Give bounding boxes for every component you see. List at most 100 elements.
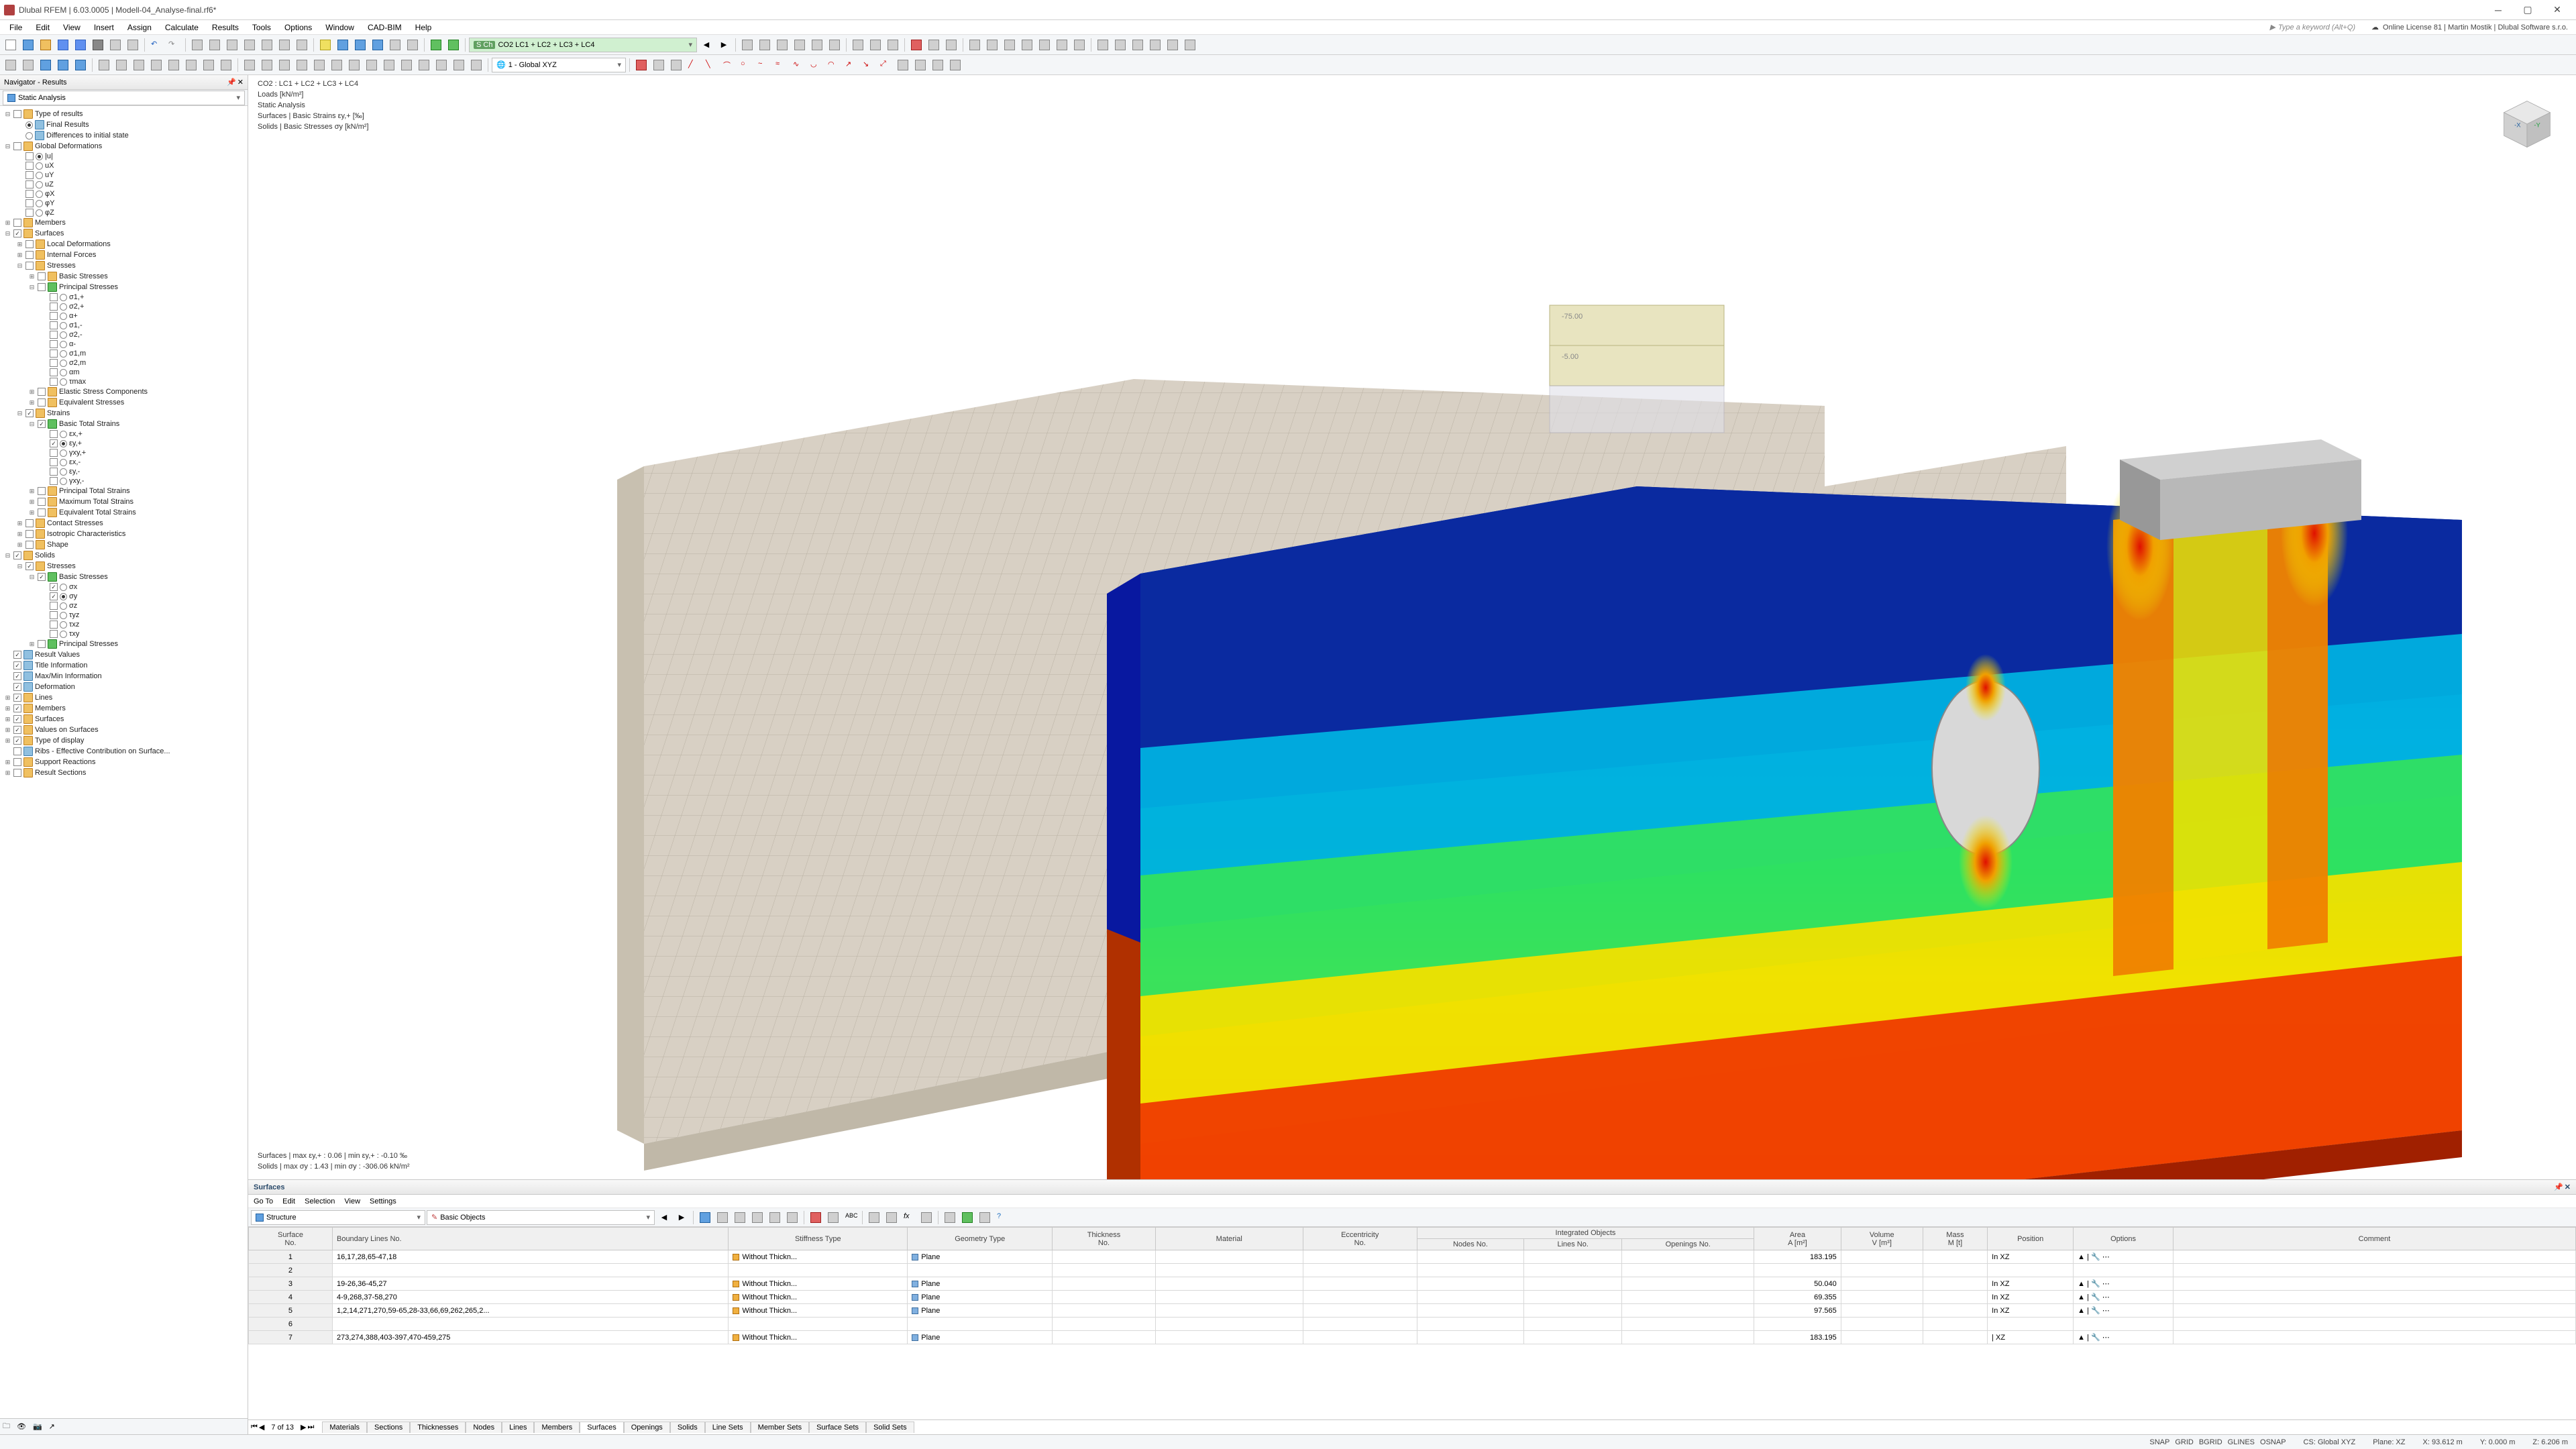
- bt10[interactable]: [866, 1210, 882, 1226]
- s8[interactable]: [131, 57, 147, 73]
- menu-results[interactable]: Results: [205, 21, 246, 34]
- tree-item[interactable]: ⊟Principal Stresses: [1, 282, 246, 292]
- basic-objects-combo[interactable]: ✎ Basic Objects▾: [427, 1210, 655, 1225]
- s18[interactable]: [311, 57, 327, 73]
- bt14[interactable]: [942, 1210, 958, 1226]
- minimize-button[interactable]: ─: [2483, 1, 2513, 19]
- tree-item[interactable]: Differences to initial state: [1, 130, 246, 141]
- calc-6[interactable]: [405, 37, 421, 53]
- tree-item[interactable]: σy: [1, 592, 246, 601]
- s10[interactable]: [166, 57, 182, 73]
- s21[interactable]: [364, 57, 380, 73]
- t2-2[interactable]: [757, 37, 773, 53]
- panel-menu-go-to[interactable]: Go To: [254, 1197, 273, 1205]
- s15[interactable]: [259, 57, 275, 73]
- d3[interactable]: [668, 57, 684, 73]
- lc-prev[interactable]: ◀: [698, 37, 714, 53]
- next-page[interactable]: ▶: [301, 1423, 306, 1432]
- tree-item[interactable]: ⊞Contact Stresses: [1, 518, 246, 529]
- view-5[interactable]: [259, 37, 275, 53]
- tree-item[interactable]: ⊟Basic Total Strains: [1, 419, 246, 429]
- menu-edit[interactable]: Edit: [29, 21, 56, 34]
- d7[interactable]: ○: [738, 57, 754, 73]
- tree-item[interactable]: Max/Min Information: [1, 671, 246, 682]
- tree-item[interactable]: σ1,+: [1, 292, 246, 302]
- bt16[interactable]: [977, 1210, 993, 1226]
- tree-item[interactable]: εx,+: [1, 429, 246, 439]
- t6-4[interactable]: [1147, 37, 1163, 53]
- tree-item[interactable]: ⊞Principal Stresses: [1, 639, 246, 649]
- bt8[interactable]: [825, 1210, 841, 1226]
- close-panel-icon[interactable]: ✕: [237, 78, 244, 87]
- bt2[interactable]: [714, 1210, 731, 1226]
- bt7[interactable]: [808, 1210, 824, 1226]
- results-tree[interactable]: ⊟Type of resultsFinal ResultsDifferences…: [0, 106, 248, 1418]
- tab-thicknesses[interactable]: Thicknesses: [410, 1421, 466, 1433]
- calc-2[interactable]: [335, 37, 351, 53]
- d17[interactable]: [912, 57, 928, 73]
- bt11[interactable]: [883, 1210, 900, 1226]
- t4-3[interactable]: [943, 37, 959, 53]
- snap-glines[interactable]: GLINES: [2225, 1438, 2257, 1446]
- tree-item[interactable]: ⊞Values on Surfaces: [1, 724, 246, 735]
- tree-item[interactable]: τmax: [1, 377, 246, 386]
- tree-item[interactable]: σ2,-: [1, 330, 246, 339]
- t4-2[interactable]: [926, 37, 942, 53]
- tree-item[interactable]: uY: [1, 170, 246, 180]
- tree-item[interactable]: Title Information: [1, 660, 246, 671]
- t2-4[interactable]: [792, 37, 808, 53]
- t3-1[interactable]: [850, 37, 866, 53]
- tab-nodes[interactable]: Nodes: [466, 1421, 502, 1433]
- tree-item[interactable]: ⊞Elastic Stress Components: [1, 386, 246, 397]
- loadcase-combo[interactable]: S Ch CO2 LC1 + LC2 + LC3 + LC4▾: [469, 38, 697, 52]
- tree-item[interactable]: Deformation: [1, 682, 246, 692]
- tree-item[interactable]: |u|: [1, 152, 246, 161]
- tab-openings[interactable]: Openings: [624, 1421, 670, 1433]
- s11[interactable]: [183, 57, 199, 73]
- tree-item[interactable]: α-: [1, 339, 246, 349]
- table-row[interactable]: 2: [249, 1264, 2576, 1277]
- t5-6[interactable]: [1054, 37, 1070, 53]
- tree-item[interactable]: ⊞Surfaces: [1, 714, 246, 724]
- tree-item[interactable]: ⊞Equivalent Total Strains: [1, 507, 246, 518]
- tree-item[interactable]: ⊟Strains: [1, 408, 246, 419]
- s9[interactable]: [148, 57, 164, 73]
- calc-3[interactable]: [352, 37, 368, 53]
- bt-help[interactable]: ?: [994, 1210, 1010, 1226]
- panel-menu-selection[interactable]: Selection: [305, 1197, 335, 1205]
- panel-pin-icon[interactable]: 📌: [2554, 1183, 2563, 1191]
- table-row[interactable]: 44-9,268,37-58,270Without Thickn...Plane…: [249, 1291, 2576, 1304]
- new-model-button[interactable]: [20, 37, 36, 53]
- t6-3[interactable]: [1130, 37, 1146, 53]
- nav-tab-1[interactable]: 🗀: [3, 1420, 10, 1433]
- menu-cad-bim[interactable]: CAD-BIM: [361, 21, 409, 34]
- tree-item[interactable]: εx,-: [1, 458, 246, 467]
- t5-4[interactable]: [1019, 37, 1035, 53]
- d11[interactable]: ◡: [808, 57, 824, 73]
- s1[interactable]: [3, 57, 19, 73]
- save-button[interactable]: [55, 37, 71, 53]
- tree-item[interactable]: φX: [1, 189, 246, 199]
- t5-2[interactable]: [984, 37, 1000, 53]
- t2-6[interactable]: [826, 37, 843, 53]
- s17[interactable]: [294, 57, 310, 73]
- t3-2[interactable]: [867, 37, 883, 53]
- tab-surface-sets[interactable]: Surface Sets: [809, 1421, 866, 1433]
- tree-item[interactable]: τyz: [1, 610, 246, 620]
- calc-5[interactable]: [387, 37, 403, 53]
- tree-item[interactable]: ⊞Result Sections: [1, 767, 246, 778]
- bt13[interactable]: [918, 1210, 934, 1226]
- view-6[interactable]: [276, 37, 292, 53]
- tree-item[interactable]: ⊞Basic Stresses: [1, 271, 246, 282]
- bt3[interactable]: [732, 1210, 748, 1226]
- tree-item[interactable]: εy,-: [1, 467, 246, 476]
- addon-button[interactable]: [445, 37, 462, 53]
- table-row[interactable]: 6: [249, 1318, 2576, 1331]
- tree-item[interactable]: εy,+: [1, 439, 246, 448]
- d10[interactable]: ∿: [790, 57, 806, 73]
- cs-combo[interactable]: 🌐1 - Global XYZ▾: [492, 58, 626, 72]
- snap-osnap[interactable]: OSNAP: [2257, 1438, 2289, 1446]
- bt1[interactable]: [697, 1210, 713, 1226]
- close-button[interactable]: ✕: [2542, 1, 2572, 19]
- tab-members[interactable]: Members: [534, 1421, 580, 1433]
